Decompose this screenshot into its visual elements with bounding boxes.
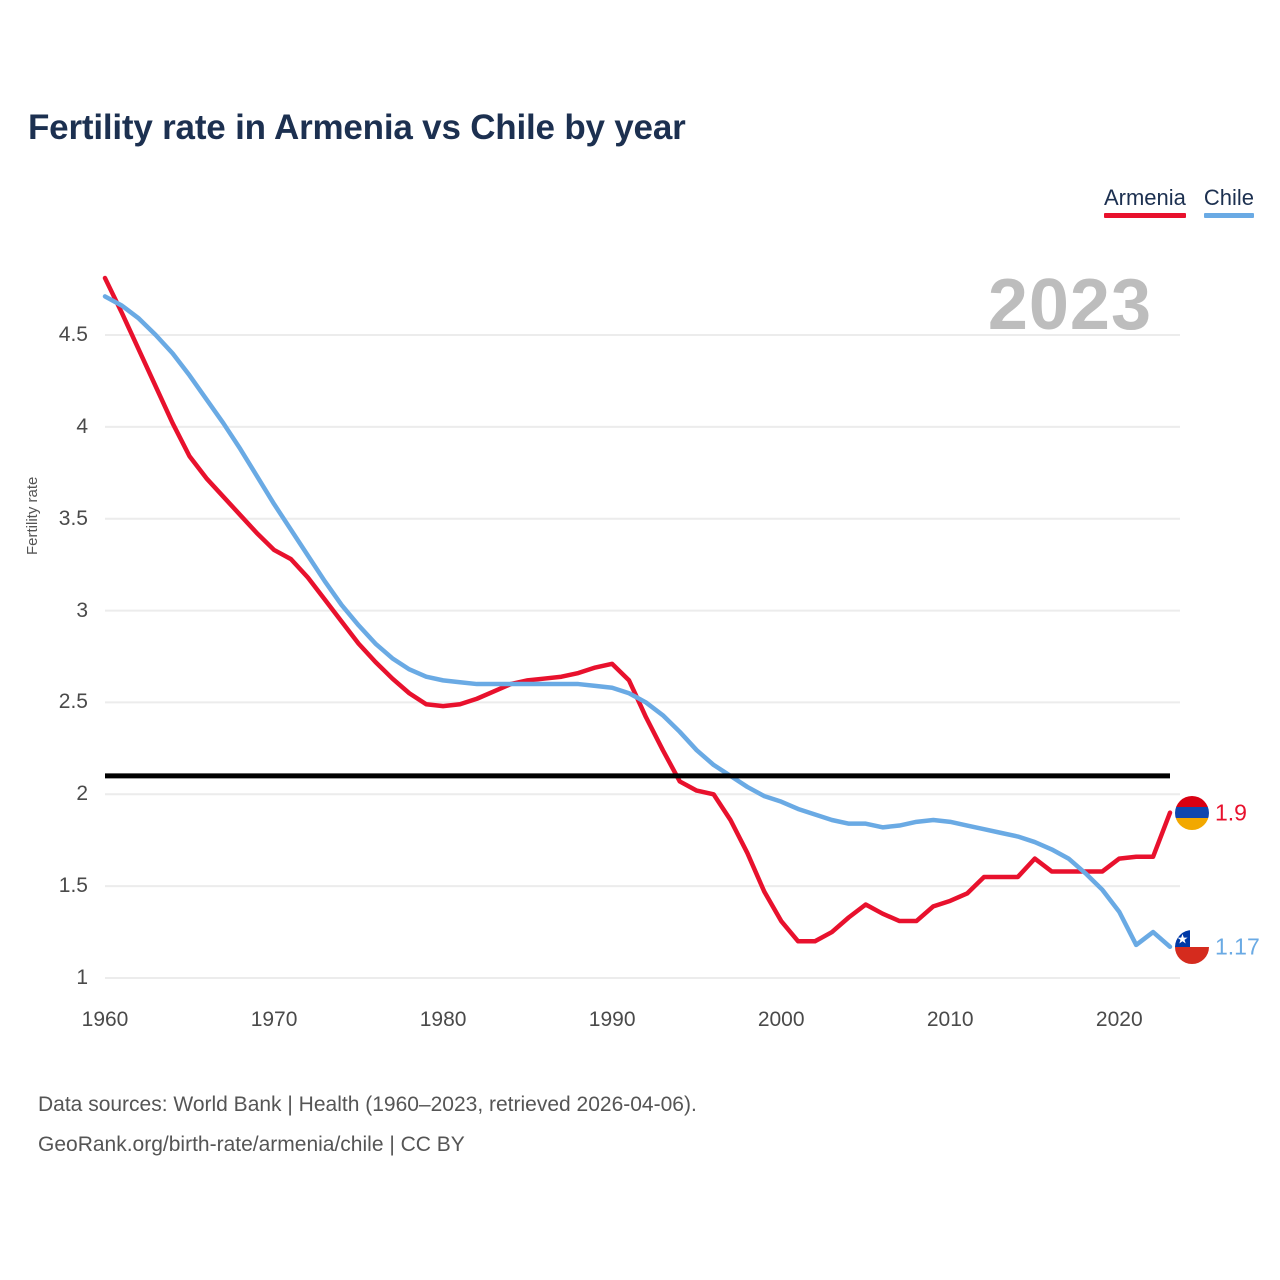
x-tick-label: 1970	[250, 1008, 298, 1031]
chile-flag-svg	[1175, 929, 1209, 964]
footer-credits: Data sources: World Bank | Health (1960–…	[38, 1085, 697, 1165]
y-tick-label: 1.5	[58, 874, 88, 898]
x-tick-label: 2000	[757, 1008, 805, 1031]
year-watermark: 2023	[987, 265, 1152, 345]
footer-line-1: Data sources: World Bank | Health (1960–…	[38, 1093, 697, 1116]
x-tick-label: 2020	[1095, 1008, 1143, 1031]
legend-item-chile[interactable]: Chile	[1203, 185, 1254, 218]
x-tick-label: 1990	[588, 1008, 636, 1031]
page-title: Fertility rate in Armenia vs Chile by ye…	[28, 108, 686, 147]
y-tick-label: 3.5	[58, 506, 88, 530]
gridlines	[105, 334, 1180, 979]
legend-label-chile: Chile	[1203, 185, 1254, 210]
chart-legend: Armenia Chile	[1103, 185, 1254, 218]
endpoint-value-chile: 1.17	[1215, 933, 1260, 960]
legend-label-armenia: Armenia	[1103, 185, 1186, 210]
series-lines	[102, 275, 1173, 950]
flag-stripe	[1175, 795, 1209, 807]
y-tick-label: 4.5	[58, 323, 88, 346]
x-tick-label: 1980	[419, 1008, 467, 1031]
y-tick-label: 4	[76, 414, 88, 438]
legend-swatch-armenia	[1103, 213, 1186, 218]
legend-swatch-chile	[1203, 213, 1254, 218]
legend-item-armenia[interactable]: Armenia	[1103, 185, 1186, 218]
endpoint-value-armenia: 1.9	[1215, 799, 1247, 826]
x-tick-label: 2010	[926, 1008, 974, 1031]
series-line-chile	[102, 294, 1173, 950]
y-tick-label: 2.5	[58, 690, 88, 714]
y-tick-label: 3	[76, 598, 88, 622]
flag-stripe	[1175, 806, 1209, 819]
x-tick-label: 1960	[81, 1008, 129, 1031]
chile-flag-icon	[1175, 929, 1209, 964]
y-tick-label: 2	[76, 782, 88, 806]
flag-stripe	[1175, 818, 1209, 830]
armenia-flag-icon	[1175, 795, 1209, 830]
y-tick-label: 1	[76, 966, 88, 989]
footer-line-2: GeoRank.org/birth-rate/armenia/chile | C…	[38, 1133, 465, 1156]
